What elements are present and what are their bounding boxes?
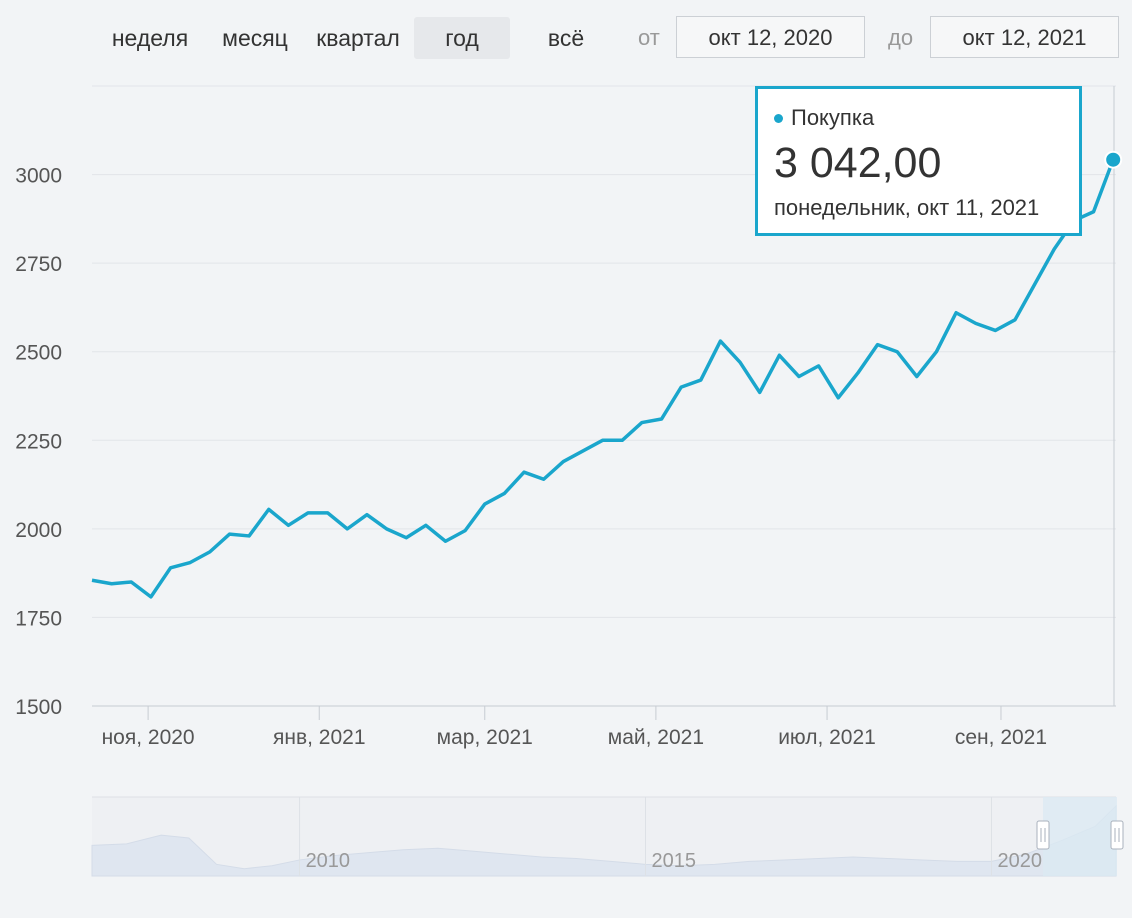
y-tick-label: 2750 <box>15 253 62 276</box>
hover-point <box>1104 150 1123 169</box>
navigator-year-label: 2015 <box>652 850 697 872</box>
to-date-input[interactable]: окт 12, 2021 <box>930 16 1119 58</box>
series-dot-icon <box>774 113 783 123</box>
tooltip-date: понедельник, окт 11, 2021 <box>774 195 1040 220</box>
range-year-button[interactable]: год <box>414 17 510 59</box>
handle-body <box>1036 820 1050 850</box>
x-tick-label: мар, 2021 <box>437 726 533 749</box>
x-tick-label: янв, 2021 <box>273 726 366 749</box>
x-tick-label: сен, 2021 <box>955 726 1047 749</box>
to-label: до <box>888 25 914 50</box>
navigator-right-handle[interactable] <box>1110 820 1124 850</box>
from-date-input[interactable]: окт 12, 2020 <box>676 16 865 58</box>
navigator-area <box>91 804 1117 877</box>
range-week-button[interactable]: неделя <box>111 25 189 51</box>
x-tick-label: май, 2021 <box>608 726 704 749</box>
from-label: от <box>638 25 660 50</box>
handle-body <box>1110 820 1124 850</box>
tooltip-value: 3 042,00 <box>774 139 942 187</box>
tooltip-series-name: Покупка <box>791 105 875 130</box>
range-quarter-button[interactable]: квартал <box>316 25 400 51</box>
y-tick-label: 3000 <box>15 165 62 188</box>
navigator-year-label: 2020 <box>997 850 1042 872</box>
y-tick-label: 1750 <box>15 607 62 630</box>
y-tick-label: 2000 <box>15 519 62 542</box>
series-line <box>91 159 1115 599</box>
y-tick-label: 2500 <box>15 342 62 365</box>
tooltip-series: Покупка <box>774 105 1079 131</box>
navigator-year-label: 2010 <box>306 850 351 872</box>
x-tick-label: ноя, 2020 <box>102 726 195 749</box>
navigator-selection <box>1043 797 1117 876</box>
range-all-button[interactable]: всё <box>547 25 585 51</box>
range-month-button[interactable]: месяц <box>222 25 288 51</box>
navigator-left-handle[interactable] <box>1036 820 1050 850</box>
tooltip: Покупка 3 042,00 понедельник, окт 11, 20… <box>755 86 1082 236</box>
y-tick-label: 1500 <box>15 696 62 719</box>
y-tick-label: 2250 <box>15 430 62 453</box>
x-tick-label: июл, 2021 <box>778 726 876 749</box>
